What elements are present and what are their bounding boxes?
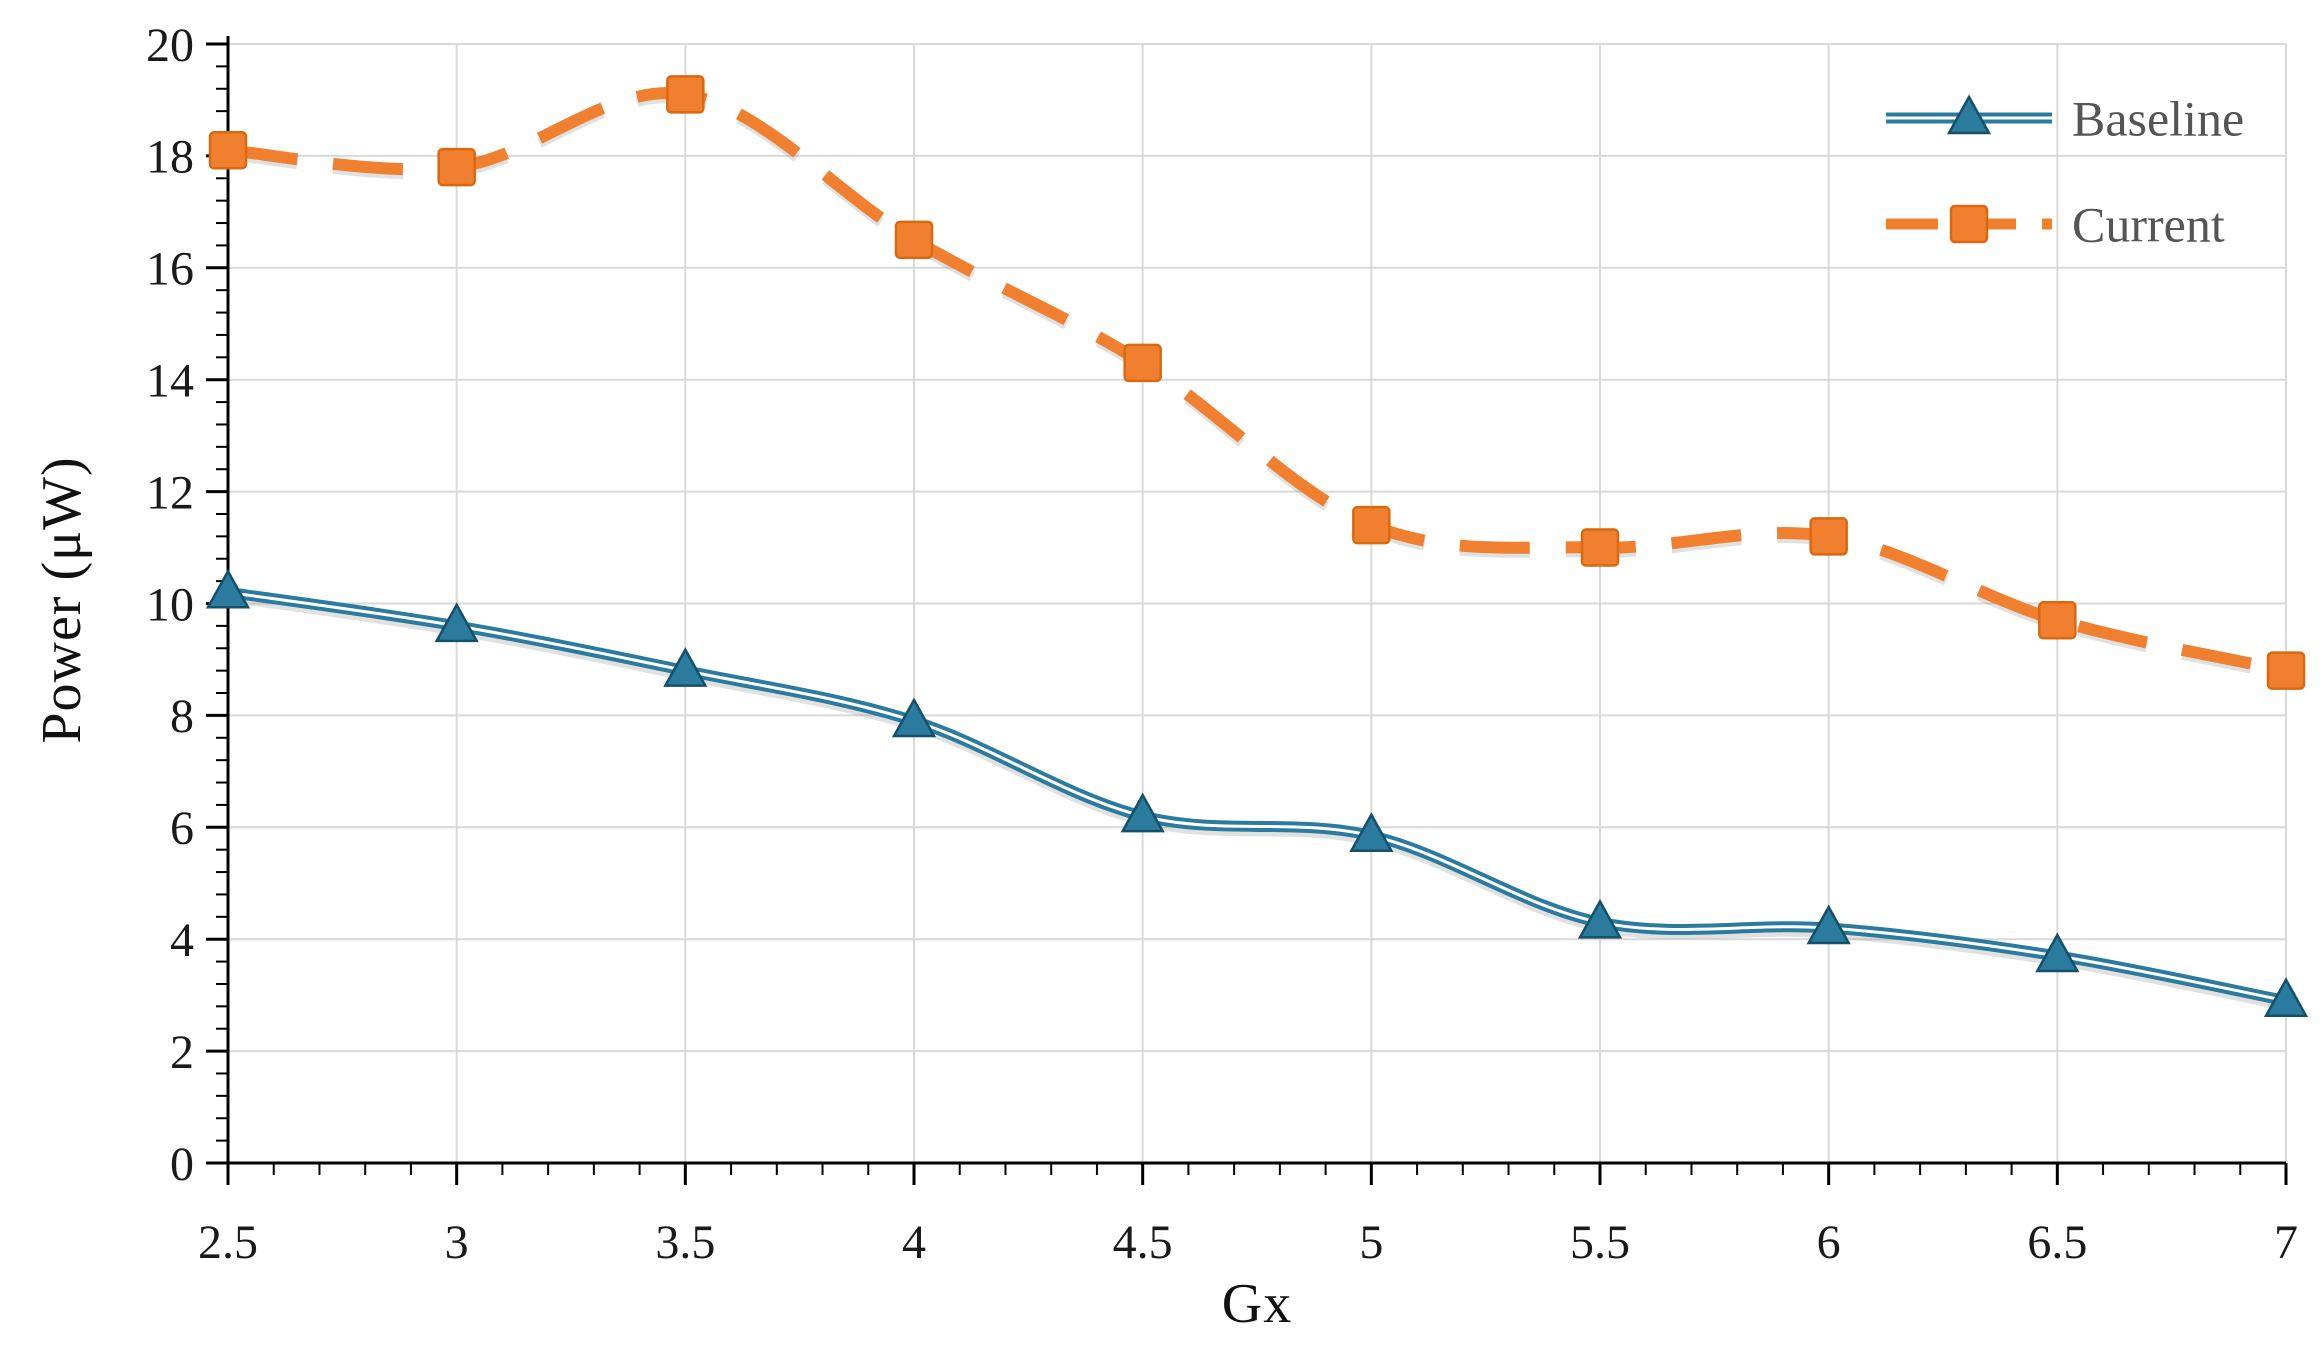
series-current-marker [1123,343,1162,383]
x-tick-label: 5.5 [1570,1216,1630,1269]
legend-label-baseline: Baseline [2072,91,2244,147]
x-tick-label: 5 [1359,1216,1383,1269]
x-axis-title: Gx [1221,1273,1293,1335]
series-current-marker [208,131,248,170]
series-baseline-marker [1946,94,1992,135]
legend-label-current: Current [2072,197,2225,253]
x-tick-label: 6 [1817,1216,1841,1269]
series-baseline-marker [1577,898,1623,939]
x-tick-label: 7 [2274,1216,2298,1269]
y-tick-label: 12 [146,466,194,519]
series-current-marker [1809,517,1848,556]
x-tick-label: 2.5 [198,1216,258,1269]
x-tick-label: 3 [445,1216,469,1269]
y-tick-label: 16 [146,243,194,296]
y-tick-label: 2 [170,1026,194,1079]
series-current-line [227,87,2288,677]
series-current-marker [1580,528,1620,567]
y-tick-label: 14 [146,355,194,408]
x-tick-label: 4 [902,1216,926,1269]
series-baseline-marker [1349,812,1394,852]
series-current-marker [2266,651,2306,690]
y-tick-label: 20 [146,19,194,72]
y-tick-label: 8 [170,690,194,743]
x-tick-label: 6.5 [2027,1216,2087,1269]
series-current-marker [1352,505,1391,545]
y-tick-label: 18 [146,131,194,184]
y-tick-label: 0 [170,1138,194,1191]
x-tick-label: 4.5 [1113,1216,1173,1269]
x-tick-label: 3.5 [655,1216,715,1269]
series-current-marker [437,147,476,187]
series-current-marker [1949,204,1989,244]
axis-ticks [206,42,2288,1185]
series-current-marker [666,75,705,114]
series-current-marker [2038,601,2077,640]
series-baseline-marker [891,697,937,738]
legend-item-baseline: Baseline [1886,91,2244,147]
series-baseline-marker [1120,792,1165,833]
series-baseline [205,568,2309,1017]
y-axis-title: Power (μW) [31,456,93,744]
series-baseline-marker [1806,904,1851,945]
y-tick-label: 10 [146,578,194,631]
series-current-shadow [227,93,2288,681]
series-baseline-line-core [227,590,2287,1003]
series-baseline-marker [2035,932,2080,973]
series-current-marker [894,220,934,260]
y-tick-label: 6 [170,802,194,855]
series-baseline-marker [434,602,479,643]
series-baseline-marker [663,647,708,687]
legend-item-current: Current [1886,197,2225,253]
legend: Baseline Current [1886,91,2244,253]
tick-labels: 0 2 4 6 8 10 12 14 16 18 20 2.5 3 3.5 4 4.5 5 5.5 6 6.5 7 [146,19,2298,1269]
series-baseline-marker [2263,977,2309,1017]
y-tick-label: 4 [170,914,194,967]
series-baseline-marker [205,568,251,609]
series-current [208,75,2306,690]
